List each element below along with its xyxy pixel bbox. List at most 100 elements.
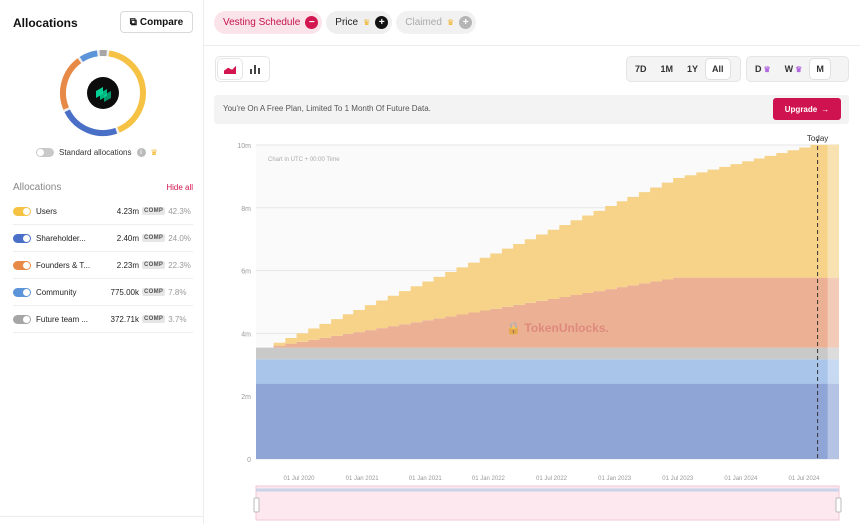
granularity-day[interactable]: D ♛ xyxy=(749,59,777,79)
granularity-label: D xyxy=(755,64,762,74)
granularity-label: M xyxy=(816,64,824,74)
donut-slice xyxy=(108,50,146,133)
compare-label: Compare xyxy=(139,16,184,28)
range-7d[interactable]: 7D xyxy=(635,64,647,74)
granularity-selector: D ♛ W ♛ M xyxy=(746,56,849,82)
x-tick-label: 01 Jan 2023 xyxy=(598,476,632,482)
standard-allocations-toggle[interactable] xyxy=(36,148,54,157)
comp-badge[interactable]: COMP xyxy=(142,261,166,269)
donut-slice xyxy=(79,50,98,62)
info-icon[interactable]: i xyxy=(136,148,146,157)
list-item: Founders & T... 2.23m COMP 22.3% xyxy=(13,252,193,279)
x-tick-label: 01 Jan 2021 xyxy=(409,476,443,482)
time-range-selector: 7D 1M 1Y All xyxy=(626,56,741,82)
crown-icon: ♛ xyxy=(150,148,158,157)
y-tick-label: 0 xyxy=(247,457,251,464)
area-chart-icon xyxy=(223,64,237,74)
area-chart-button[interactable] xyxy=(218,59,242,79)
allocation-toggle[interactable] xyxy=(13,314,31,324)
allocations-list: Users 4.23m COMP 42.3% Shareholder... 2.… xyxy=(13,198,193,333)
granularity-month[interactable]: M xyxy=(810,59,830,79)
x-tick-label: 01 Jan 2021 xyxy=(346,476,380,482)
allocation-amount: 775.00k xyxy=(110,287,139,297)
allocations-panel: Allocations ⧉ Compare Standard allocatio… xyxy=(0,0,204,524)
tab-label: Vesting Schedule xyxy=(223,17,301,28)
comp-badge[interactable]: COMP xyxy=(142,288,166,296)
free-plan-banner: You're On A Free Plan, Limited To 1 Mont… xyxy=(214,95,849,124)
bar-chart-button[interactable] xyxy=(244,59,268,79)
range-1m[interactable]: 1M xyxy=(660,64,674,74)
x-tick-label: 01 Jul 2024 xyxy=(788,476,820,482)
allocation-donut xyxy=(56,46,150,140)
add-icon[interactable]: + xyxy=(459,16,473,29)
series-area xyxy=(256,359,839,384)
allocation-name: Community xyxy=(36,287,77,297)
allocation-percent: 24.0% xyxy=(168,233,191,243)
comp-badge[interactable]: COMP xyxy=(142,207,166,215)
list-item: Users 4.23m COMP 42.3% xyxy=(13,198,193,225)
series-area xyxy=(256,347,839,360)
allocations-header: Allocations Hide all xyxy=(13,182,193,193)
allocation-percent: 42.3% xyxy=(168,206,191,216)
standard-allocations-label: Standard allocations xyxy=(59,148,132,157)
crown-icon: ♛ xyxy=(363,18,371,27)
tab-claimed[interactable]: Claimed ♛ + xyxy=(396,11,477,34)
logo-facet xyxy=(104,91,111,102)
allocation-amount: 2.23m xyxy=(116,260,139,270)
list-item: Future team ... 372.71k COMP 3.7% xyxy=(13,306,193,333)
tab-price[interactable]: Price ♛ + xyxy=(326,11,393,34)
compare-icon: ⧉ xyxy=(129,16,137,28)
logo-facet xyxy=(100,89,107,100)
upgrade-label: Upgrade xyxy=(784,104,818,114)
chart-type-toggle xyxy=(215,56,270,82)
y-tick-label: 8m xyxy=(241,206,251,213)
crown-icon: ♛ xyxy=(763,64,771,74)
allocation-percent: 7.8% xyxy=(168,287,187,297)
y-tick-label: 4m xyxy=(241,331,251,338)
navigator-handle-right[interactable] xyxy=(835,497,842,513)
granularity-week[interactable]: W ♛ xyxy=(779,59,809,79)
allocation-name: Users xyxy=(36,206,57,216)
comp-badge[interactable]: COMP xyxy=(142,315,166,323)
allocation-toggle[interactable] xyxy=(13,233,31,243)
allocation-amount: 372.71k xyxy=(110,314,139,324)
allocation-amount: 2.40m xyxy=(116,233,139,243)
allocation-name: Founders & T... xyxy=(36,260,91,270)
x-tick-label: 01 Jul 2023 xyxy=(662,476,694,482)
donut-slice xyxy=(60,58,82,110)
hide-all-link[interactable]: Hide all xyxy=(166,183,193,192)
range-1y[interactable]: 1Y xyxy=(687,64,699,74)
allocation-toggle[interactable] xyxy=(13,260,31,270)
x-tick-label: 01 Jan 2024 xyxy=(724,476,758,482)
panel-title: Allocations xyxy=(13,16,78,30)
navigator-handle-left[interactable] xyxy=(253,497,260,513)
chart-tabs: Vesting Schedule − Price ♛ + Claimed ♛ + xyxy=(214,11,477,34)
tab-label: Price xyxy=(335,17,359,28)
bar-chart-icon xyxy=(250,65,261,74)
crown-icon: ♛ xyxy=(446,18,455,27)
series-area xyxy=(256,383,839,459)
range-all[interactable]: All xyxy=(706,59,730,79)
allocation-name: Shareholder... xyxy=(36,233,86,243)
chart-note: Chart in UTC + 00:00 Time xyxy=(268,157,340,163)
donut-chart xyxy=(60,50,146,136)
future-region xyxy=(827,145,839,459)
y-tick-label: 10m xyxy=(237,143,251,150)
allocation-toggle[interactable] xyxy=(13,287,31,297)
allocation-toggle[interactable] xyxy=(13,206,31,216)
token-logo-icon xyxy=(96,87,111,102)
logo-facet xyxy=(96,87,103,98)
vesting-chart: 0 2m 4m 6m 8m 10m Today Chart in UTC + 00:00 Ti… xyxy=(214,128,854,524)
compare-button[interactable]: ⧉ Compare xyxy=(120,11,193,33)
upgrade-button[interactable]: Upgrade → xyxy=(773,98,841,120)
divider xyxy=(204,45,860,46)
tab-vesting-schedule[interactable]: Vesting Schedule − xyxy=(214,11,323,34)
allocation-percent: 3.7% xyxy=(168,314,187,324)
remove-icon[interactable]: − xyxy=(305,16,319,29)
list-item: Community 775.00k COMP 7.8% xyxy=(13,279,193,306)
standard-allocations-row: Standard allocations i ♛ xyxy=(36,148,158,157)
add-icon[interactable]: + xyxy=(375,16,389,29)
panel-footer-divider xyxy=(0,516,204,524)
comp-badge[interactable]: COMP xyxy=(142,234,166,242)
